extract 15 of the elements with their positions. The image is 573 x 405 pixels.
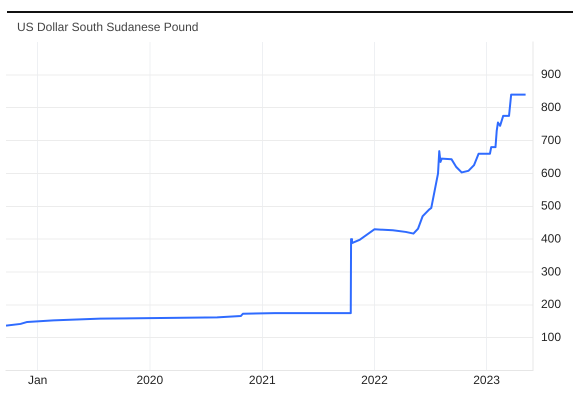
y-tick-label: 600 [540, 166, 562, 180]
x-tick-label: 2023 [473, 373, 500, 388]
chart-title: US Dollar South Sudanese Pound [17, 20, 198, 34]
x-tick-label: Jan [28, 373, 48, 388]
y-tick-label: 800 [540, 100, 562, 114]
y-tick-label: 700 [540, 132, 562, 147]
x-tick-label: 2022 [361, 373, 388, 388]
y-tick-label: 500 [540, 198, 562, 213]
y-tick-label: 900 [540, 67, 562, 82]
x-tick-label: 2020 [136, 373, 164, 388]
y-tick-label: 200 [540, 297, 562, 312]
x-tick-label: 2021 [248, 373, 276, 388]
y-tick-label: 300 [540, 264, 562, 278]
y-tick-label: 400 [540, 231, 562, 246]
y-tick-label: 100 [540, 330, 562, 344]
